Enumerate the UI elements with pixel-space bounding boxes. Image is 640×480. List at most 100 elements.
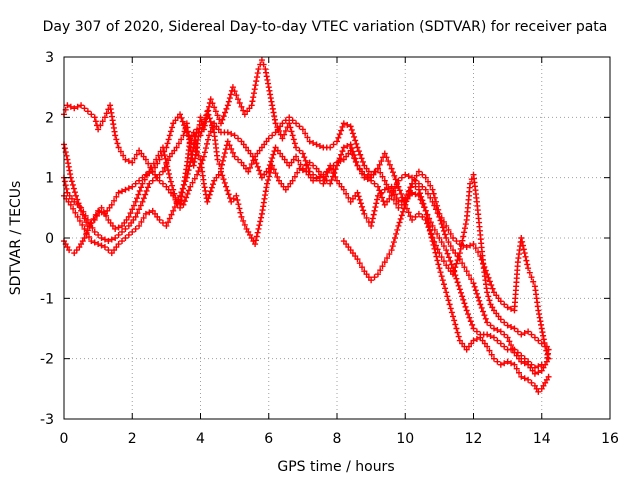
data-point [228, 146, 235, 153]
data-point [513, 365, 520, 372]
data-point [494, 337, 501, 344]
data-point [108, 250, 115, 257]
data-point [274, 147, 281, 154]
data-point [504, 322, 511, 329]
data-point [261, 141, 268, 148]
data-point [154, 160, 161, 167]
data-point [265, 135, 272, 142]
data-point [389, 169, 396, 176]
data-point [368, 171, 375, 178]
data-point [448, 309, 455, 316]
data-point [231, 132, 238, 139]
data-point [490, 355, 497, 362]
data-point [384, 198, 391, 205]
data-point [240, 162, 247, 169]
data-point [363, 165, 370, 172]
data-point [134, 195, 141, 202]
data-point [142, 156, 149, 163]
data-point [368, 219, 375, 226]
data-point [525, 376, 532, 383]
data-point [429, 186, 436, 193]
data-point [119, 222, 126, 229]
data-point [396, 187, 403, 194]
data-point [490, 325, 497, 332]
data-point [531, 364, 538, 371]
data-point [268, 158, 275, 165]
data-point [361, 210, 368, 217]
data-point [78, 241, 85, 248]
data-point [248, 161, 255, 168]
data-point [252, 241, 259, 248]
data-point [243, 225, 250, 232]
data-point [223, 183, 230, 190]
y-tick-label: 3 [45, 50, 54, 66]
data-point [129, 183, 136, 190]
data-point [468, 276, 475, 283]
data-point [444, 250, 451, 257]
data-point [164, 140, 171, 147]
data-point [165, 170, 172, 177]
data-point [105, 238, 112, 245]
data-point [214, 112, 221, 119]
data-point [288, 159, 295, 166]
data-point [369, 215, 376, 222]
data-point [170, 186, 177, 193]
data-point [349, 250, 356, 257]
data-point [226, 95, 233, 102]
data-point [134, 210, 141, 217]
data-point [434, 202, 441, 209]
data-point [485, 293, 492, 300]
data-point [105, 216, 112, 223]
data-point [233, 92, 240, 99]
data-point [199, 124, 206, 131]
data-point [272, 144, 279, 151]
data-point [177, 192, 184, 199]
data-point [205, 195, 212, 202]
data-point [119, 188, 126, 195]
data-point [136, 187, 143, 194]
data-point [97, 122, 104, 129]
data-point [388, 183, 395, 190]
data-point [159, 168, 166, 175]
data-point [330, 141, 337, 148]
data-point [351, 155, 358, 162]
data-point [359, 170, 366, 177]
data-point [495, 295, 502, 302]
data-point [445, 226, 452, 233]
data-point [357, 151, 364, 158]
data-point [240, 217, 247, 224]
data-point [64, 102, 71, 109]
data-point [266, 173, 273, 180]
data-point [65, 198, 72, 205]
data-point [478, 304, 485, 311]
data-point [468, 340, 475, 347]
data-point [163, 144, 170, 151]
data-point [531, 334, 538, 341]
data-point [108, 236, 115, 243]
data-point [183, 174, 190, 181]
data-point [443, 247, 450, 254]
data-point [125, 185, 132, 192]
data-point [109, 222, 116, 229]
data-point [183, 129, 190, 136]
data-point [487, 301, 494, 308]
data-point [215, 126, 222, 133]
data-point [448, 261, 455, 268]
y-axis-label: SDTVAR / TECUs [8, 181, 24, 296]
data-point [93, 212, 100, 219]
data-point [528, 274, 535, 281]
data-point [286, 162, 293, 169]
data-point [263, 168, 270, 175]
data-point [219, 172, 226, 179]
data-point [419, 183, 426, 190]
data-point [122, 225, 129, 232]
data-point [278, 180, 285, 187]
data-point [181, 122, 188, 129]
data-point [358, 155, 365, 162]
data-point [224, 102, 231, 109]
data-point [377, 169, 384, 176]
data-point [323, 168, 330, 175]
data-point [439, 224, 446, 231]
data-point [456, 337, 463, 344]
